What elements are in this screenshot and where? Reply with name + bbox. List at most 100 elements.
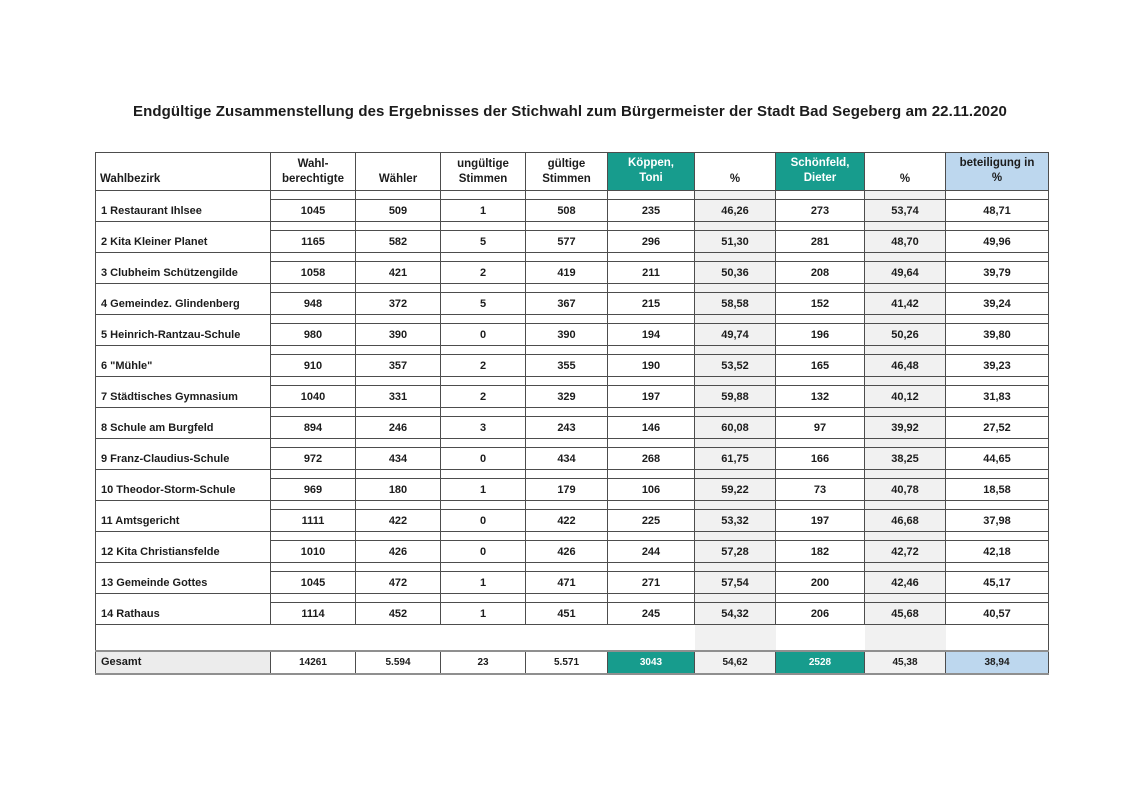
- cell-gueltige: 422: [525, 509, 608, 532]
- header-row: Wahlbezirk Wahl- berechtigte Wähler ungü…: [95, 152, 1049, 191]
- cell-wahlbezirk: 12 Kita Christiansfelde: [95, 531, 271, 563]
- cell-koeppen: 268: [607, 447, 695, 470]
- cell-waehler: 390: [355, 323, 441, 346]
- cell-beteiligung: 39,80: [945, 323, 1049, 346]
- cell-beteiligung: 27,52: [945, 416, 1049, 439]
- table-row: 1045 472 1 471 271 57,54 200 42,46 45,17: [96, 571, 1049, 594]
- election-results-table: Wahlbezirk Wahl- berechtigte Wähler ungü…: [95, 152, 1049, 675]
- cell-gueltige: 179: [525, 478, 608, 501]
- cell-waehler: 434: [355, 447, 441, 470]
- cell-gueltige: 367: [525, 292, 608, 315]
- cell-koeppen: 194: [607, 323, 695, 346]
- cell-waehler: 426: [355, 540, 441, 563]
- cell-beteiligung: 39,79: [945, 261, 1049, 284]
- table-row: 1010 426 0 426 244 57,28 182 42,72 42,18: [96, 540, 1049, 563]
- cell-gueltige: 329: [525, 385, 608, 408]
- cell-schoenfeld: 165: [775, 354, 865, 377]
- cell-schoenfeld: 208: [775, 261, 865, 284]
- cell-koeppen-pct: 57,54: [694, 571, 776, 594]
- cell-waehler: 509: [355, 199, 441, 222]
- cell-koeppen-pct: 53,32: [694, 509, 776, 532]
- table-row-spacer: 4 Gemeindez. Glindenberg: [95, 283, 1049, 315]
- cell-schoenfeld: 166: [775, 447, 865, 470]
- cell-koeppen-pct: 57,28: [694, 540, 776, 563]
- total-waehler: 5.594: [355, 649, 441, 675]
- cell-wahlberechtigte: 1058: [270, 261, 356, 284]
- total-schoenfeld-pct: 45,38: [864, 649, 946, 675]
- total-schoenfeld: 2528: [775, 649, 865, 675]
- table-row-spacer: 13 Gemeinde Gottes: [95, 562, 1049, 594]
- cell-ungueltige: 1: [440, 571, 526, 594]
- cell-beteiligung: 40,57: [945, 602, 1049, 625]
- cell-wahlberechtigte: 980: [270, 323, 356, 346]
- cell-wahlbezirk: 2 Kita Kleiner Planet: [95, 221, 271, 253]
- cell-koeppen: 245: [607, 602, 695, 625]
- cell-wahlbezirk: 11 Amtsgericht: [95, 500, 271, 532]
- cell-ungueltige: 5: [440, 230, 526, 253]
- table-row-spacer: 8 Schule am Burgfeld: [95, 407, 1049, 439]
- cell-koeppen-pct: 61,75: [694, 447, 776, 470]
- table-row-spacer: 14 Rathaus: [95, 593, 1049, 625]
- table-row-spacer: 2 Kita Kleiner Planet: [95, 221, 1049, 253]
- cell-wahlberechtigte: 1010: [270, 540, 356, 563]
- cell-beteiligung: 42,18: [945, 540, 1049, 563]
- cell-waehler: 422: [355, 509, 441, 532]
- cell-wahlbezirk: 3 Clubheim Schützengilde: [95, 252, 271, 284]
- cell-schoenfeld-pct: 40,78: [864, 478, 946, 501]
- cell-schoenfeld-pct: 53,74: [864, 199, 946, 222]
- empty-row: [95, 624, 1049, 651]
- cell-waehler: 372: [355, 292, 441, 315]
- cell-waehler: 180: [355, 478, 441, 501]
- cell-wahlbezirk: 10 Theodor-Storm-Schule: [95, 469, 271, 501]
- total-koeppen-pct: 54,62: [694, 649, 776, 675]
- cell-gueltige: 390: [525, 323, 608, 346]
- cell-schoenfeld-pct: 38,25: [864, 447, 946, 470]
- cell-schoenfeld-pct: 45,68: [864, 602, 946, 625]
- cell-koeppen: 296: [607, 230, 695, 253]
- cell-wahlberechtigte: 1045: [270, 199, 356, 222]
- table-row: 1114 452 1 451 245 54,32 206 45,68 40,57: [96, 602, 1049, 625]
- table-row-spacer: 3 Clubheim Schützengilde: [95, 252, 1049, 284]
- cell-schoenfeld-pct: 48,70: [864, 230, 946, 253]
- cell-wahlberechtigte: 1114: [270, 602, 356, 625]
- table-row: 948 372 5 367 215 58,58 152 41,42 39,24: [96, 292, 1049, 315]
- cell-beteiligung: 39,23: [945, 354, 1049, 377]
- cell-ungueltige: 1: [440, 478, 526, 501]
- cell-beteiligung: 45,17: [945, 571, 1049, 594]
- cell-schoenfeld: 273: [775, 199, 865, 222]
- cell-beteiligung: 49,96: [945, 230, 1049, 253]
- cell-wahlbezirk: 4 Gemeindez. Glindenberg: [95, 283, 271, 315]
- table-row: 972 434 0 434 268 61,75 166 38,25 44,65: [96, 447, 1049, 470]
- cell-gueltige: 243: [525, 416, 608, 439]
- cell-ungueltige: 1: [440, 199, 526, 222]
- total-koeppen: 3043: [607, 649, 695, 675]
- cell-schoenfeld: 152: [775, 292, 865, 315]
- table-row-spacer: 10 Theodor-Storm-Schule: [95, 469, 1049, 501]
- cell-schoenfeld: 97: [775, 416, 865, 439]
- cell-beteiligung: 37,98: [945, 509, 1049, 532]
- cell-wahlbezirk: 6 "Mühle": [95, 345, 271, 377]
- cell-waehler: 421: [355, 261, 441, 284]
- cell-ungueltige: 2: [440, 385, 526, 408]
- cell-koeppen: 225: [607, 509, 695, 532]
- table-row-spacer: 1 Restaurant Ihlsee: [95, 190, 1049, 222]
- cell-wahlbezirk: 14 Rathaus: [95, 593, 271, 625]
- column-header-schoenfeld-pct: %: [864, 152, 946, 191]
- cell-wahlberechtigte: 1040: [270, 385, 356, 408]
- cell-ungueltige: 0: [440, 323, 526, 346]
- cell-gueltige: 355: [525, 354, 608, 377]
- cell-schoenfeld-pct: 40,12: [864, 385, 946, 408]
- cell-koeppen: 244: [607, 540, 695, 563]
- cell-gueltige: 577: [525, 230, 608, 253]
- cell-wahlbezirk: 8 Schule am Burgfeld: [95, 407, 271, 439]
- cell-koeppen: 271: [607, 571, 695, 594]
- cell-wahlberechtigte: 969: [270, 478, 356, 501]
- cell-schoenfeld: 206: [775, 602, 865, 625]
- total-label: Gesamt: [95, 649, 271, 675]
- cell-koeppen: 235: [607, 199, 695, 222]
- cell-wahlbezirk: 1 Restaurant Ihlsee: [95, 190, 271, 222]
- cell-ungueltige: 0: [440, 447, 526, 470]
- cell-schoenfeld-pct: 46,68: [864, 509, 946, 532]
- table-row-spacer: 9 Franz-Claudius-Schule: [95, 438, 1049, 470]
- cell-koeppen-pct: 58,58: [694, 292, 776, 315]
